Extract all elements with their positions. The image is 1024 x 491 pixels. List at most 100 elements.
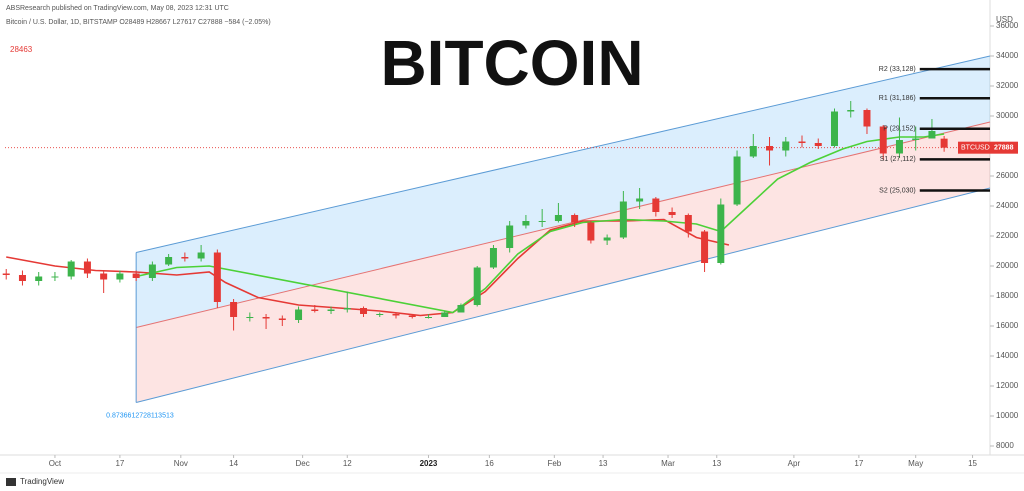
candle-body xyxy=(35,276,43,281)
candle-body xyxy=(571,215,579,223)
y-tick-label: 18000 xyxy=(996,291,1019,300)
candle-body xyxy=(652,198,660,212)
last-price-box xyxy=(958,141,1018,154)
pivot-label: S1 (27,112) xyxy=(880,156,916,163)
candle-body xyxy=(278,318,286,320)
channel-upper-fill xyxy=(136,56,990,328)
candle-body xyxy=(376,314,384,315)
candle-body xyxy=(636,198,644,202)
y-tick-label: 36000 xyxy=(996,21,1019,30)
candle-body xyxy=(392,314,400,316)
pivot-label: R1 (31,186) xyxy=(879,95,916,102)
candle-body xyxy=(782,141,790,151)
x-tick-label: 12 xyxy=(343,459,352,468)
candle-body xyxy=(457,305,465,313)
x-tick-label: Nov xyxy=(174,459,188,468)
channel-middle xyxy=(136,121,991,328)
channel-label: 0.8736612728113513 xyxy=(106,412,174,419)
plot-area: 0.8736612728113513 R2 (33,128) R1 (31,186)… xyxy=(2,55,991,419)
candle-body xyxy=(67,261,75,277)
candle-body xyxy=(132,273,140,278)
y-tick-label: 10000 xyxy=(996,411,1019,420)
candle-body xyxy=(311,309,319,311)
candle-body xyxy=(116,273,124,280)
x-tick-label: 13 xyxy=(599,459,608,468)
y-tick-label: 26000 xyxy=(996,171,1019,180)
candle-body xyxy=(213,252,221,302)
logo xyxy=(6,478,16,486)
candle-body xyxy=(863,110,871,127)
candle-body xyxy=(473,267,481,305)
candle-body xyxy=(749,146,757,157)
channel-lower-fill xyxy=(136,122,990,403)
candle-body xyxy=(798,141,806,143)
y-tick-label: 20000 xyxy=(996,261,1019,270)
candle-body xyxy=(230,302,238,317)
candle-body xyxy=(246,317,254,318)
y-tick-label: 24000 xyxy=(996,201,1019,210)
x-tick-label: 2023 xyxy=(420,459,438,468)
channel-lower xyxy=(136,187,991,403)
x-tick-label: Oct xyxy=(49,459,62,468)
y-tick-label: 34000 xyxy=(996,51,1019,60)
candle-body xyxy=(100,273,108,280)
y-tick-label: 14000 xyxy=(996,351,1019,360)
candle-body xyxy=(879,126,887,154)
candle-body xyxy=(83,261,91,274)
y-tick-label: 32000 xyxy=(996,81,1019,90)
candle-body xyxy=(424,317,432,318)
y-tick-label: 16000 xyxy=(996,321,1019,330)
footer: TradingView xyxy=(20,477,64,486)
x-tick-label: Feb xyxy=(547,459,561,468)
candle-body xyxy=(668,212,676,215)
candle-body xyxy=(408,315,416,317)
candle-body xyxy=(766,146,774,151)
x-tick-label: 15 xyxy=(968,459,977,468)
candle-body xyxy=(181,257,189,259)
candle-body xyxy=(18,275,26,281)
y-tick-label: 22000 xyxy=(996,231,1019,240)
candle-body xyxy=(847,110,855,112)
pivot-label: S2 (25,030) xyxy=(879,187,916,194)
y-tick-label: 30000 xyxy=(996,111,1019,120)
x-tick-label: 14 xyxy=(229,459,238,468)
candle-body xyxy=(554,215,562,221)
candle-body xyxy=(912,138,920,140)
candle-body xyxy=(733,156,741,205)
candle-body xyxy=(489,248,497,268)
candle-body xyxy=(506,225,514,248)
side-value: 28463 xyxy=(10,45,33,54)
candle-body xyxy=(940,138,948,148)
x-tick-label: May xyxy=(908,459,923,468)
pivot-label: P (29,152) xyxy=(883,126,916,133)
candle-body xyxy=(814,143,822,146)
candle-body xyxy=(538,221,546,222)
header: ABSResearch published on TradingView.com… xyxy=(6,5,229,12)
candle-body xyxy=(587,222,595,241)
x-tick-label: 17 xyxy=(854,459,863,468)
candle-body xyxy=(327,309,335,311)
candle-body xyxy=(51,276,59,278)
candle-body xyxy=(2,273,10,275)
x-tick-label: 13 xyxy=(712,459,721,468)
candle-body xyxy=(360,308,368,314)
candle-body xyxy=(684,215,692,232)
chart-title: BITCOIN xyxy=(380,27,643,99)
last-price-value: 27888 xyxy=(994,145,1014,152)
candle-body xyxy=(148,264,156,278)
candle-body xyxy=(701,231,709,263)
candle-body xyxy=(197,252,205,259)
candle-body xyxy=(717,204,725,263)
candle-body xyxy=(522,221,530,226)
x-tick-label: Dec xyxy=(295,459,309,468)
candle-body xyxy=(928,131,936,139)
x-tick-label: Mar xyxy=(661,459,675,468)
candle-body xyxy=(830,111,838,146)
candle-body xyxy=(441,312,449,317)
symbol-line: Bitcoin / U.S. Dollar, 1D, BITSTAMP O284… xyxy=(6,19,271,26)
y-tick-label: 8000 xyxy=(996,441,1014,450)
candle-body xyxy=(895,140,903,154)
candle-body xyxy=(295,309,303,320)
candle-body xyxy=(619,201,627,238)
